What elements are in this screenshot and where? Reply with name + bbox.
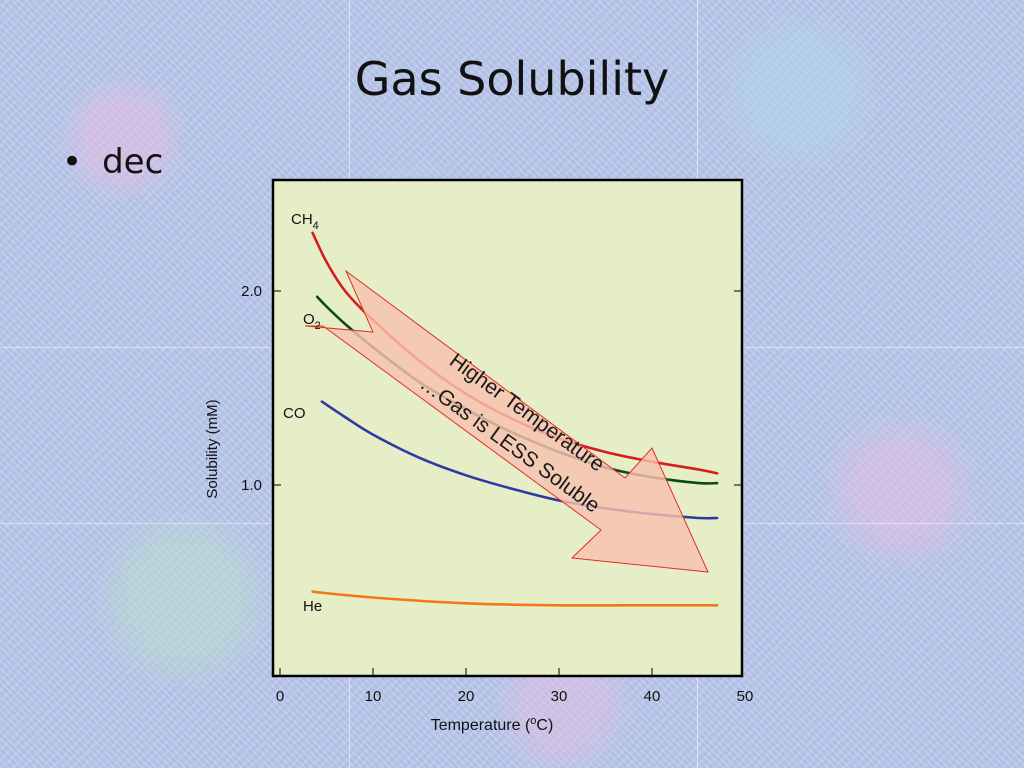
x-tick-label: 20 — [458, 688, 475, 705]
series-label-he: He — [303, 598, 322, 615]
y-tick-label: 2.0 — [241, 283, 262, 300]
tick-layer: 0 10 20 30 40 50 1.0 2.0 — [241, 283, 753, 705]
y-axis-title: Solubility (mM) — [204, 399, 221, 498]
series-label-layer: CH4 O2 CO He — [283, 211, 322, 615]
x-tick-label: 0 — [276, 688, 284, 705]
x-tick-label: 30 — [551, 688, 568, 705]
x-axis-title: Temperature (oC) — [431, 715, 554, 734]
series-label-co: CO — [283, 405, 306, 422]
series-line-he — [311, 590, 719, 607]
arrow-shape — [304, 269, 709, 573]
x-tick-label: 40 — [644, 688, 661, 705]
x-tick-label: 10 — [365, 688, 382, 705]
slide-title: Gas Solubility — [354, 52, 670, 106]
series-label-ch4: CH4 — [291, 211, 319, 232]
plot-frame — [271, 178, 744, 678]
bullet-item: • dec — [62, 142, 163, 182]
y-tick-label: 1.0 — [241, 477, 262, 494]
bullet-dot-icon: • — [62, 142, 83, 182]
series-label-o2: O2 — [303, 311, 321, 332]
x-tick-label: 50 — [737, 688, 754, 705]
bullet-text: dec — [102, 142, 164, 182]
